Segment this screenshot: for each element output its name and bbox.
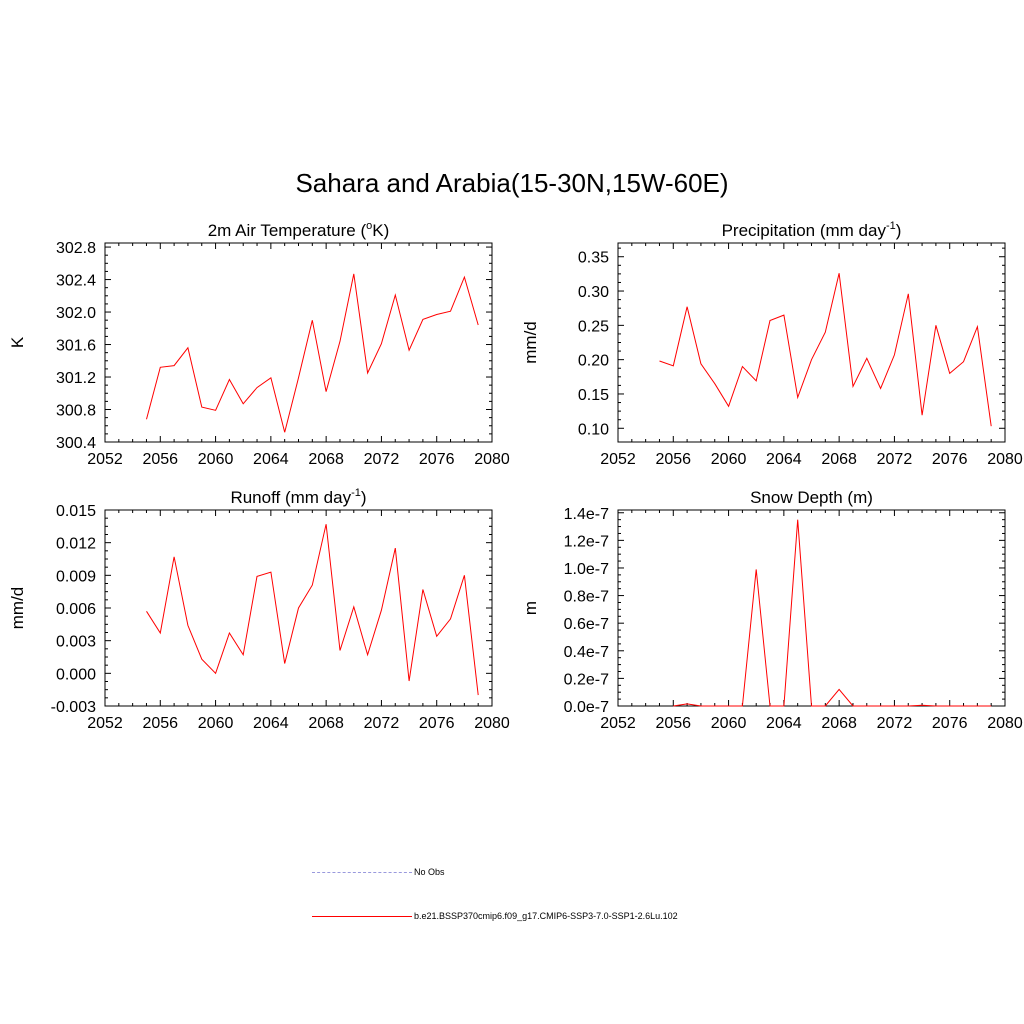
y-tick-label: 0.20 [578, 353, 609, 370]
x-tick-label: 2068 [821, 715, 857, 732]
x-tick-label: 2052 [600, 451, 636, 468]
y-tick-label: 302.4 [56, 273, 96, 290]
plot-frame [104, 242, 493, 443]
y-tick-label: 301.2 [56, 370, 96, 387]
series-line [659, 273, 992, 427]
y-tick-label: 1.2e-7 [564, 533, 609, 550]
legend-item-model: b.e21.BSSP370cmip6.f09_g17.CMIP6-SSP3-7.… [312, 911, 678, 921]
x-tick-label: 2076 [932, 715, 968, 732]
x-tick-label: 2080 [987, 451, 1023, 468]
x-tick-label: 2064 [253, 715, 289, 732]
y-tick-label: 0.25 [578, 318, 609, 335]
x-tick-label: 2068 [821, 451, 857, 468]
legend-item-no-obs: No Obs [312, 867, 445, 877]
y-tick-label: 0.000 [56, 666, 96, 683]
figure-title: Sahara and Arabia(15-30N,15W-60E) [295, 168, 729, 198]
x-tick-label: 2076 [932, 451, 968, 468]
x-tick-label: 2080 [474, 715, 510, 732]
x-tick-label: 2068 [308, 451, 344, 468]
y-tick-label: 0.006 [56, 601, 96, 618]
y-tick-label: 0.10 [578, 421, 609, 438]
y-tick-label: 0.0e-7 [564, 699, 609, 716]
plot-frame [617, 242, 1006, 443]
y-axis-label: K [8, 336, 27, 348]
series-line [673, 519, 992, 707]
x-tick-label: 2064 [766, 715, 802, 732]
y-axis-label: m [521, 601, 540, 615]
x-tick-label: 2056 [142, 451, 178, 468]
x-tick-label: 2076 [419, 451, 455, 468]
x-tick-label: 2072 [364, 715, 400, 732]
y-tick-label: 0.2e-7 [564, 671, 609, 688]
x-tick-label: 2056 [142, 715, 178, 732]
x-tick-label: 2060 [711, 715, 747, 732]
panel-title: Snow Depth (m) [750, 488, 873, 507]
y-tick-label: 0.30 [578, 284, 609, 301]
x-tick-label: 2052 [87, 451, 123, 468]
panel-title: 2m Air Temperature (oK) [208, 220, 390, 240]
y-tick-label: 0.6e-7 [564, 616, 609, 633]
y-tick-label: 0.15 [578, 387, 609, 404]
x-tick-label: 2068 [308, 715, 344, 732]
x-tick-label: 2060 [711, 451, 747, 468]
panel-precipitation: Precipitation (mm day-1) mm/d 2052 2056 2060… [521, 220, 1023, 468]
x-tick-label: 2072 [364, 451, 400, 468]
y-tick-label: 0.012 [56, 536, 96, 553]
series-line [146, 524, 479, 696]
x-tick-label: 2052 [600, 715, 636, 732]
x-tick-label: 2072 [877, 451, 913, 468]
y-tick-label: 0.4e-7 [564, 644, 609, 661]
x-tick-label: 2060 [198, 715, 234, 732]
x-tick-label: 2064 [766, 451, 802, 468]
panel-snow-depth: Snow Depth (m) m 2052 2056 2060 2064 2068 2072 2… [521, 488, 1023, 732]
x-tick-label: 2080 [987, 715, 1023, 732]
legend-label: No Obs [414, 867, 445, 877]
x-tick-label: 2060 [198, 451, 234, 468]
x-tick-label: 2064 [253, 451, 289, 468]
y-tick-label: 1.4e-7 [564, 506, 609, 523]
x-tick-label: 2056 [655, 451, 691, 468]
y-tick-label: 300.8 [56, 403, 96, 420]
x-tick-label: 2056 [655, 715, 691, 732]
y-tick-label: 0.009 [56, 568, 96, 585]
x-tick-label: 2072 [877, 715, 913, 732]
legend-swatch-solid [312, 915, 412, 917]
y-axis-label: mm/d [521, 321, 540, 364]
x-tick-label: 2080 [474, 451, 510, 468]
legend-label: b.e21.BSSP370cmip6.f09_g17.CMIP6-SSP3-7.… [414, 911, 678, 921]
legend-swatch-dashed [312, 871, 412, 873]
y-tick-label: 0.35 [578, 250, 609, 267]
y-tick-label: 0.003 [56, 634, 96, 651]
plot-frame [617, 509, 1006, 707]
y-tick-label: 0.8e-7 [564, 589, 609, 606]
y-tick-label: 300.4 [56, 435, 96, 452]
panel-title: Runoff (mm day-1) [230, 487, 366, 507]
x-tick-label: 2076 [419, 715, 455, 732]
y-tick-label: 302.0 [56, 305, 96, 322]
series-line [146, 273, 479, 433]
y-tick-label: 301.6 [56, 338, 96, 355]
y-axis-label: mm/d [8, 587, 27, 630]
x-tick-label: 2052 [87, 715, 123, 732]
panel-runoff: Runoff (mm day-1) mm/d 2052 2056 2060 2064 206… [8, 487, 510, 732]
panel-title: Precipitation (mm day-1) [722, 220, 902, 240]
y-tick-label: 1.0e-7 [564, 561, 609, 578]
y-tick-label: 0.015 [56, 503, 96, 520]
y-tick-label: -0.003 [51, 699, 96, 716]
y-tick-label: 302.8 [56, 240, 96, 257]
panel-temperature: 2m Air Temperature (oK) K 2052 2056 2060 2064… [8, 220, 510, 468]
